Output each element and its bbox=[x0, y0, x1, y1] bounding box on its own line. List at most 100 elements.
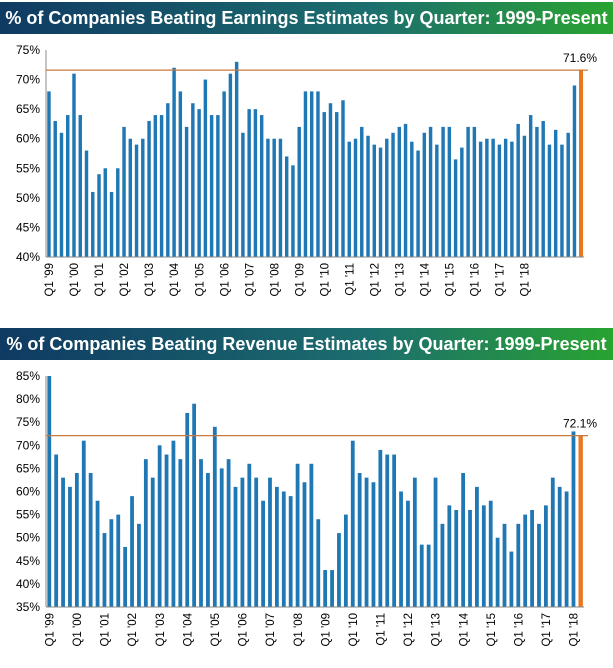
bar bbox=[378, 147, 383, 257]
revenue-chart-title: % of Companies Beating Revenue Estimates… bbox=[0, 328, 613, 360]
bar bbox=[316, 91, 320, 258]
x-tick-label: Q1 '18 bbox=[520, 263, 532, 297]
bar bbox=[478, 141, 483, 257]
bar bbox=[491, 138, 495, 257]
bar bbox=[530, 509, 534, 607]
bar bbox=[254, 477, 259, 607]
x-tick-label: Q1 '16 bbox=[470, 263, 482, 297]
x-tick-label: Q1 '06 bbox=[238, 613, 250, 647]
y-tick-label: 50% bbox=[16, 191, 40, 205]
bar bbox=[123, 546, 128, 607]
x-tick-label: Q1 '11 bbox=[376, 613, 388, 646]
earnings-chart-title: % of Companies Beating Earnings Estimate… bbox=[0, 2, 613, 34]
bar bbox=[91, 191, 95, 257]
bar bbox=[472, 126, 477, 257]
bar bbox=[172, 67, 176, 258]
bar bbox=[523, 514, 528, 607]
x-tick-label: Q1 '99 bbox=[44, 613, 56, 647]
bar bbox=[281, 491, 286, 607]
bar bbox=[66, 115, 70, 257]
bar bbox=[259, 115, 264, 257]
bar bbox=[166, 103, 170, 257]
bar bbox=[468, 509, 472, 607]
bar bbox=[226, 459, 231, 607]
x-tick-label: Q1 '17 bbox=[495, 263, 507, 297]
y-tick-label: 35% bbox=[16, 600, 40, 614]
bar bbox=[399, 491, 403, 607]
y-tick-label: 75% bbox=[16, 43, 40, 57]
bar bbox=[509, 551, 514, 607]
y-tick-label: 45% bbox=[16, 220, 40, 234]
bar bbox=[109, 519, 114, 607]
bar bbox=[109, 191, 114, 257]
x-tick-label: Q1 '07 bbox=[244, 263, 256, 297]
bar bbox=[502, 523, 507, 607]
x-tick-label: Q1 '00 bbox=[69, 263, 81, 297]
bar bbox=[343, 514, 348, 607]
bar bbox=[406, 500, 410, 607]
bar bbox=[566, 132, 570, 257]
y-tick-label: 70% bbox=[16, 73, 40, 87]
bar bbox=[164, 454, 169, 607]
bar bbox=[209, 115, 214, 257]
bar bbox=[153, 115, 158, 257]
bar bbox=[61, 477, 65, 607]
y-tick-label: 85% bbox=[16, 369, 40, 383]
bar bbox=[81, 440, 86, 607]
bar bbox=[261, 500, 265, 607]
bar bbox=[159, 115, 164, 257]
bar bbox=[440, 523, 445, 607]
bar bbox=[328, 103, 333, 257]
y-tick-label: 45% bbox=[16, 554, 40, 568]
x-tick-label: Q1 '99 bbox=[44, 263, 56, 297]
bar bbox=[322, 112, 326, 257]
bar bbox=[178, 91, 183, 258]
bar bbox=[560, 144, 564, 257]
bar bbox=[460, 147, 464, 257]
bar bbox=[197, 109, 201, 257]
bar bbox=[134, 144, 139, 257]
x-tick-label: Q1 '18 bbox=[569, 613, 581, 647]
bar bbox=[233, 486, 238, 607]
bar bbox=[147, 120, 151, 257]
bar bbox=[59, 132, 64, 257]
bar bbox=[488, 500, 493, 607]
bar bbox=[103, 168, 107, 257]
bar bbox=[447, 505, 452, 607]
bar bbox=[366, 135, 370, 257]
bar bbox=[497, 144, 502, 257]
bar bbox=[288, 496, 293, 607]
bar bbox=[537, 523, 541, 607]
bar bbox=[316, 519, 321, 607]
bar bbox=[199, 459, 203, 607]
bar bbox=[522, 135, 527, 257]
bar bbox=[454, 509, 459, 607]
y-tick-label: 70% bbox=[16, 438, 40, 452]
bar bbox=[122, 126, 126, 257]
bar bbox=[412, 477, 417, 607]
bar bbox=[323, 570, 328, 607]
bar bbox=[378, 449, 383, 607]
bar bbox=[212, 426, 217, 607]
x-tick-label: Q1 '14 bbox=[458, 612, 470, 646]
bar bbox=[385, 454, 390, 607]
bar bbox=[364, 477, 369, 607]
x-tick-label: Q1 '14 bbox=[419, 262, 431, 296]
bar bbox=[141, 138, 145, 257]
bar bbox=[178, 459, 183, 607]
bar bbox=[426, 544, 431, 607]
bar bbox=[303, 91, 308, 258]
bar bbox=[185, 412, 190, 607]
bar bbox=[137, 523, 141, 607]
bar bbox=[528, 115, 533, 257]
earnings-beat-chart: 40% 45% 50% 55% 60% 65% 70% 75% 71.6% Q1 '99 Q1 '0… bbox=[16, 43, 597, 297]
bar bbox=[360, 126, 364, 257]
x-tick-label: Q1 '04 bbox=[169, 262, 181, 296]
bar bbox=[143, 459, 148, 607]
x-tick-label: Q1 '12 bbox=[369, 263, 381, 297]
y-tick-label: 80% bbox=[16, 392, 40, 406]
x-tick-label: Q1 '05 bbox=[210, 613, 222, 647]
bar bbox=[130, 496, 134, 607]
bar bbox=[97, 174, 101, 257]
x-tick-label: Q1 '15 bbox=[445, 263, 457, 297]
